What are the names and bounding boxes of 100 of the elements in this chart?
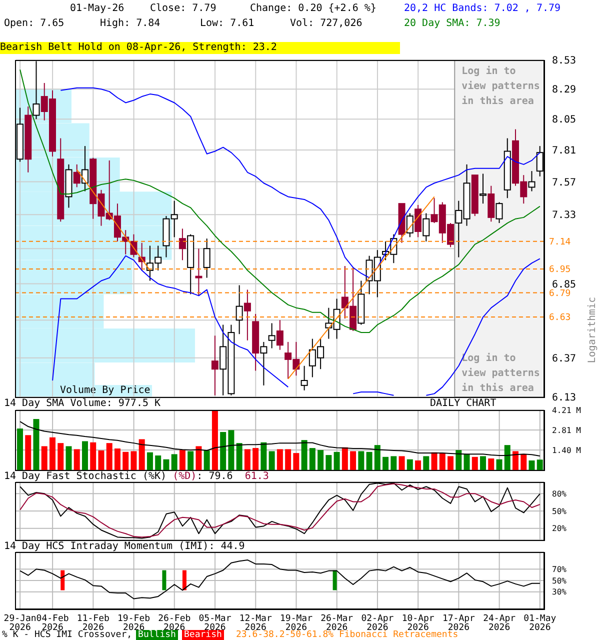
- x-tick-label: 01-May 2026: [524, 614, 557, 633]
- bar: [496, 459, 502, 470]
- bar: [276, 449, 283, 470]
- y-tick-label: 2.81 M: [552, 426, 582, 435]
- x-tick-label: 24-Apr 2026: [483, 614, 516, 633]
- bar: [423, 456, 430, 470]
- bar: [74, 449, 80, 470]
- y-tick-label: 8.29: [552, 84, 576, 96]
- y-tick-label: 8.53: [552, 56, 576, 67]
- bar: [98, 450, 104, 470]
- candlestick: [276, 320, 284, 350]
- bar: [268, 451, 275, 470]
- y-tick-label: 6.13: [552, 392, 576, 404]
- band-label: Log in to view patterns in this area: [462, 352, 540, 394]
- candlestick: [496, 202, 503, 224]
- text: (%K): [141, 471, 167, 482]
- ref-line-label: 6.79: [549, 288, 571, 299]
- bar: [431, 452, 438, 470]
- candlestick: [422, 212, 430, 242]
- bar: [212, 410, 218, 470]
- candlestick: [203, 238, 210, 278]
- bar: [528, 460, 535, 470]
- bar: [301, 440, 308, 470]
- bar: [536, 460, 543, 470]
- y-tick-label: 6.37: [552, 353, 576, 364]
- bar: [196, 446, 202, 470]
- line-series: [20, 559, 540, 600]
- text: Close: 7.79: [150, 3, 216, 15]
- candlestick: [414, 204, 422, 238]
- candlestick: [244, 289, 251, 341]
- y-tick-label: 7.57: [552, 177, 576, 188]
- candlestick: [195, 248, 202, 296]
- text: DAILY CHART: [430, 398, 496, 410]
- bar: [33, 418, 40, 470]
- bar: [114, 448, 120, 470]
- bar: [25, 435, 32, 470]
- y-tick-label: 50%: [552, 506, 567, 516]
- bar: [358, 451, 364, 470]
- bar: [106, 443, 112, 470]
- bar: [236, 443, 242, 470]
- text: Volume By Price: [60, 385, 152, 397]
- bar: [504, 445, 510, 470]
- bar: [130, 451, 137, 470]
- text: Log in to view patterns in this area: [462, 66, 540, 107]
- candlestick: [268, 322, 276, 349]
- candlestick: [480, 173, 487, 204]
- bar: [122, 452, 129, 470]
- bar: [138, 439, 145, 470]
- candlestick: [178, 228, 186, 261]
- bar: [179, 450, 186, 470]
- text: Vol: 727,026: [290, 18, 362, 30]
- line-series: [20, 421, 540, 457]
- y-tick-label: 7.33: [552, 210, 576, 222]
- bar: [398, 456, 405, 470]
- candlestick: [260, 341, 268, 386]
- bar: [58, 443, 64, 470]
- bar: [480, 456, 486, 470]
- y-tick-label: 50%: [552, 576, 567, 586]
- bar: [285, 449, 292, 470]
- bar: [439, 453, 446, 470]
- bar: [244, 449, 250, 470]
- bar: [155, 455, 162, 470]
- text: 20 Day SMA: 7.39: [404, 17, 502, 31]
- candlestick: [81, 146, 88, 192]
- bar: [488, 458, 494, 470]
- text: 61.3: [244, 471, 269, 482]
- candlestick: [32, 60, 40, 120]
- bar: [520, 454, 527, 470]
- candlestick: [528, 170, 536, 192]
- bar: [66, 446, 72, 470]
- ref-line-label: 7.14: [549, 238, 571, 248]
- bar: [293, 453, 300, 470]
- ref-line-label: 6.95: [549, 265, 571, 276]
- bar: [90, 442, 96, 470]
- ref-line-label: 6.63: [549, 313, 571, 324]
- bar: [146, 452, 153, 470]
- y-tick-label: 4.21 M: [552, 406, 582, 415]
- bar: [318, 450, 324, 470]
- text: Open: 7.65: [4, 18, 64, 30]
- bar: [472, 456, 478, 470]
- candlestick: [236, 284, 243, 335]
- bar: [374, 445, 380, 470]
- bar: [456, 450, 462, 470]
- y-tick-label: 20%: [552, 524, 567, 534]
- chart-title: 14 Day Fast Stochastic: [4, 471, 136, 482]
- y-axis-title: Logarithmic: [587, 296, 598, 364]
- y-tick-label: 7.81: [552, 145, 576, 156]
- bar: [17, 428, 23, 470]
- chart-subtitle: Bearish Belt Hold on 08-Apr-26, Strength: 23.2: [0, 42, 400, 54]
- y-tick-label: 70%: [552, 564, 567, 574]
- y-tick-label: 30%: [552, 588, 567, 597]
- text: 01-May-26: [70, 3, 124, 15]
- candlestick: [73, 164, 80, 188]
- y-tick-label: 8.05: [552, 114, 576, 126]
- bar: [334, 452, 340, 470]
- candlestick: [406, 212, 414, 238]
- bar: [188, 451, 194, 470]
- candlestick: [300, 365, 308, 391]
- bar: [366, 452, 372, 470]
- bar: [220, 432, 226, 470]
